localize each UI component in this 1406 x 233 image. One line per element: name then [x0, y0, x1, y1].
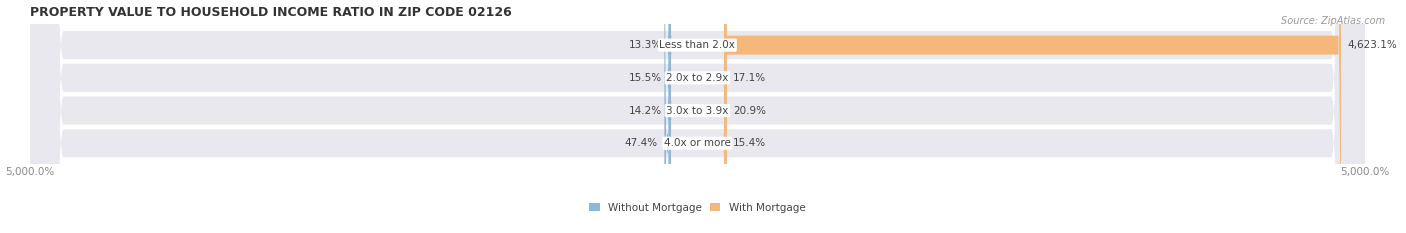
Text: 15.4%: 15.4%: [733, 138, 766, 148]
FancyBboxPatch shape: [30, 0, 1364, 233]
Legend: Without Mortgage, With Mortgage: Without Mortgage, With Mortgage: [589, 203, 806, 213]
Text: PROPERTY VALUE TO HOUSEHOLD INCOME RATIO IN ZIP CODE 02126: PROPERTY VALUE TO HOUSEHOLD INCOME RATIO…: [30, 6, 512, 19]
Text: 17.1%: 17.1%: [733, 73, 766, 83]
FancyBboxPatch shape: [30, 0, 1364, 233]
Text: 20.9%: 20.9%: [734, 106, 766, 116]
FancyBboxPatch shape: [665, 0, 671, 233]
FancyBboxPatch shape: [30, 0, 1364, 233]
FancyBboxPatch shape: [724, 0, 727, 233]
Text: Source: ZipAtlas.com: Source: ZipAtlas.com: [1281, 16, 1385, 26]
Text: 4.0x or more: 4.0x or more: [664, 138, 731, 148]
FancyBboxPatch shape: [668, 0, 672, 233]
Text: 13.3%: 13.3%: [628, 40, 662, 50]
Text: 3.0x to 3.9x: 3.0x to 3.9x: [666, 106, 728, 116]
FancyBboxPatch shape: [724, 0, 727, 233]
Text: 47.4%: 47.4%: [624, 138, 658, 148]
FancyBboxPatch shape: [668, 0, 672, 233]
Text: 14.2%: 14.2%: [628, 106, 662, 116]
FancyBboxPatch shape: [30, 0, 1364, 233]
Text: Less than 2.0x: Less than 2.0x: [659, 40, 735, 50]
Text: 4,623.1%: 4,623.1%: [1347, 40, 1398, 50]
FancyBboxPatch shape: [724, 0, 1341, 233]
Text: 15.5%: 15.5%: [628, 73, 662, 83]
FancyBboxPatch shape: [724, 0, 727, 233]
FancyBboxPatch shape: [668, 0, 671, 233]
Text: 2.0x to 2.9x: 2.0x to 2.9x: [666, 73, 728, 83]
